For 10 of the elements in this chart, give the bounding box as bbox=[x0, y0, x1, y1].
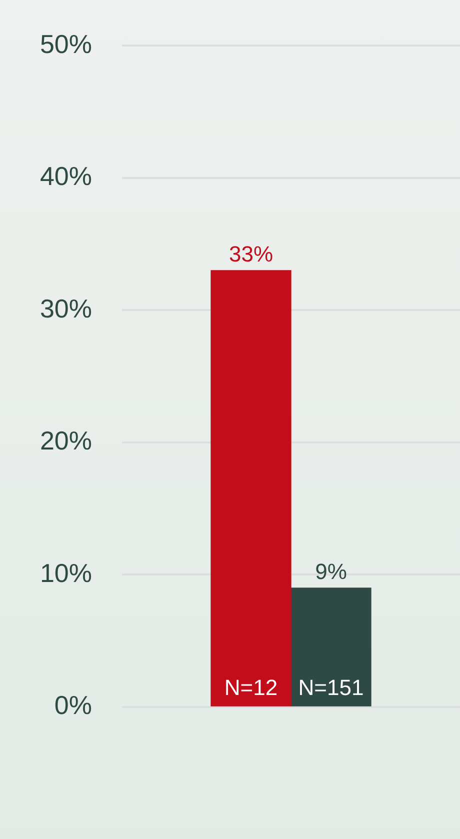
data-label: 33% bbox=[228, 242, 274, 267]
y-tick-label: 10% bbox=[40, 558, 92, 588]
y-tick-label: 0% bbox=[54, 690, 92, 720]
data-label: 9% bbox=[315, 559, 347, 584]
y-tick-label: 20% bbox=[40, 426, 92, 456]
annotation: N=12 bbox=[224, 675, 278, 700]
y-tick-label: 30% bbox=[40, 293, 92, 324]
y-tick-label: 40% bbox=[40, 161, 92, 192]
annotation: N=151 bbox=[298, 675, 364, 700]
y-tick-label: 50% bbox=[40, 28, 92, 59]
